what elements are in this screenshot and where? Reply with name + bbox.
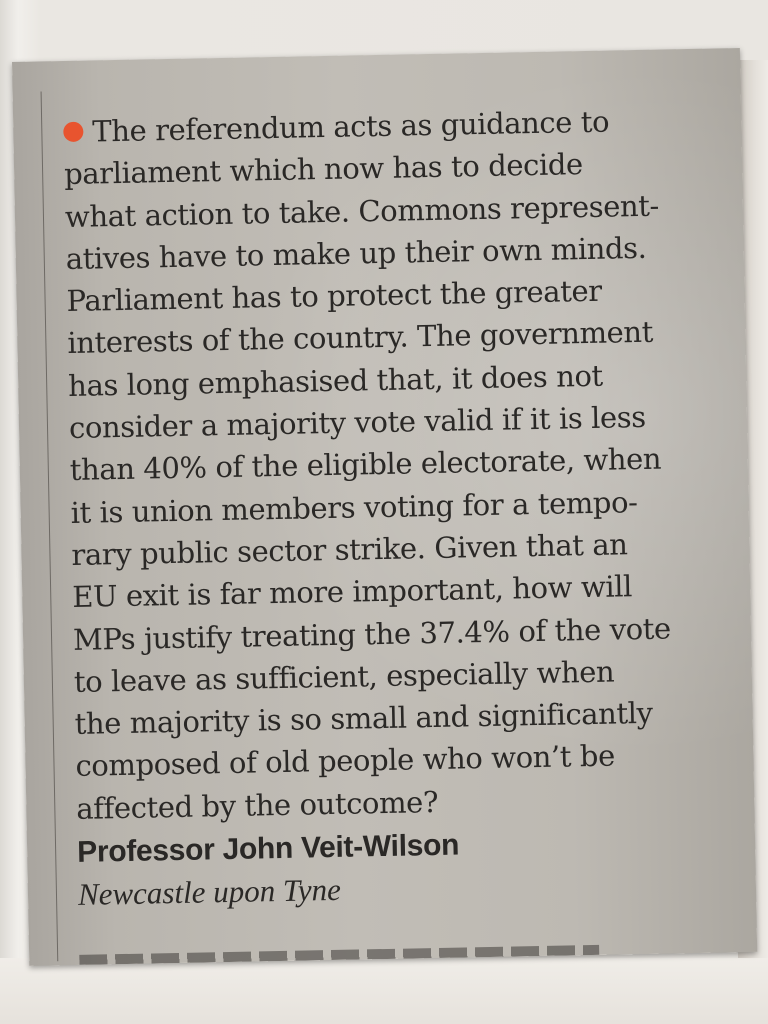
- bullet-dot-icon: [63, 121, 84, 143]
- frame-bottom-edge: [0, 958, 768, 1024]
- column-divider-rule: [40, 91, 59, 962]
- letter-body: The referendum acts as guidance to parli…: [63, 98, 737, 830]
- clipping-inner: The referendum acts as guidance to parli…: [12, 48, 757, 966]
- newspaper-clipping: The referendum acts as guidance to parli…: [12, 48, 758, 966]
- letter-line-1-text: The referendum acts as guidance to: [92, 104, 610, 149]
- letter-to-editor: The referendum acts as guidance to parli…: [63, 98, 738, 916]
